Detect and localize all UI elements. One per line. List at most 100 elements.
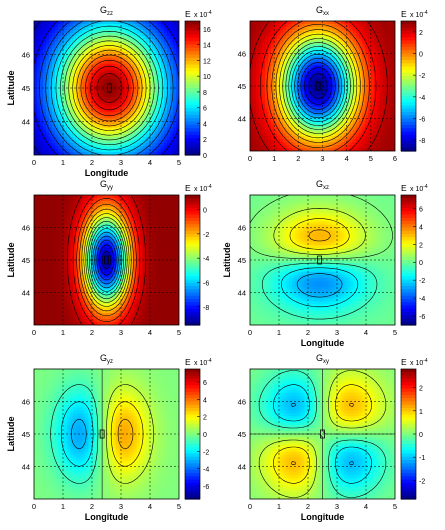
heatmap-cell	[274, 62, 278, 66]
heatmap-cell	[337, 47, 342, 52]
heatmap-cell	[118, 66, 123, 71]
heatmap-cell	[319, 86, 324, 90]
heatmap-cell	[172, 54, 177, 59]
heatmap-cell	[262, 115, 266, 120]
heatmap-cell	[298, 118, 302, 123]
heatmap-cell	[391, 115, 395, 120]
heatmap-cell	[55, 142, 59, 147]
heatmap-cell	[250, 77, 254, 81]
heatmap-cell	[370, 139, 375, 143]
heatmap-cell	[379, 103, 384, 108]
heatmap-cell	[127, 106, 132, 110]
heatmap-cell	[142, 195, 147, 199]
heatmap-cell	[34, 75, 38, 80]
heatmap-cell	[259, 139, 263, 143]
heatmap-cell	[97, 118, 102, 123]
heatmap-cell	[55, 195, 59, 199]
heatmap-cell	[49, 215, 53, 220]
heatmap-cell	[97, 30, 102, 34]
heatmap-cell	[70, 81, 74, 86]
heatmap-cell	[364, 53, 369, 58]
heatmap-cell	[88, 227, 92, 232]
heatmap-cell	[88, 36, 92, 40]
heatmap-cell	[355, 94, 360, 99]
heatmap-cell	[328, 83, 333, 87]
heatmap-cell	[142, 218, 147, 223]
heatmap-cell	[337, 29, 342, 34]
heatmap-cell	[100, 33, 105, 37]
heatmap-cell	[121, 195, 126, 199]
heatmap-cell	[292, 142, 296, 146]
heatmap-cell	[160, 24, 165, 28]
heatmap-cell	[112, 124, 117, 129]
x-tick-label: 1	[272, 154, 276, 163]
plot-frame	[249, 20, 396, 152]
heatmap-cell	[313, 136, 318, 140]
heatmap-cell	[37, 94, 41, 98]
heatmap-cell	[175, 91, 179, 95]
heatmap-cell	[382, 56, 387, 60]
heatmap-cell	[34, 84, 38, 89]
heatmap-cell	[55, 60, 59, 65]
heatmap-cell	[391, 94, 395, 99]
heatmap-cell	[388, 133, 393, 137]
heatmap-cell	[64, 209, 68, 214]
heatmap-cell	[88, 72, 92, 77]
heatmap-cell	[118, 48, 123, 53]
heatmap-cell	[385, 109, 390, 114]
heatmap-cell	[103, 106, 108, 110]
heatmap-cell	[292, 118, 296, 123]
heatmap-cell	[133, 60, 138, 65]
heatmap-cell	[91, 151, 96, 155]
heatmap-cell	[136, 57, 141, 62]
heatmap-cell	[166, 148, 171, 153]
heatmap-cell	[256, 94, 260, 99]
x-tick-label: 2	[90, 158, 94, 167]
heatmap-cell	[343, 68, 348, 72]
heatmap-cell	[277, 80, 281, 84]
heatmap-cell	[250, 118, 254, 123]
heatmap-cell	[172, 200, 177, 205]
heatmap-cell	[280, 74, 284, 78]
heatmap-cell	[304, 21, 308, 25]
heatmap-cell	[367, 41, 372, 46]
heatmap-cell	[157, 57, 162, 62]
heatmap-cell	[295, 44, 299, 49]
heatmap-cell	[274, 50, 278, 55]
heatmap-cell	[274, 136, 278, 140]
heatmap-cell	[280, 86, 284, 90]
heatmap-cell	[157, 88, 162, 92]
heatmap-cell	[340, 47, 345, 52]
heatmap-cell	[283, 38, 287, 43]
heatmap-cell	[256, 100, 260, 105]
heatmap-cell	[94, 139, 99, 144]
heatmap-cell	[364, 68, 369, 72]
heatmap-cell	[85, 84, 89, 89]
heatmap-cell	[85, 221, 89, 226]
heatmap-cell	[280, 142, 284, 146]
heatmap-cell	[349, 59, 354, 63]
heatmap-cell	[157, 100, 162, 104]
heatmap-cell	[298, 74, 302, 78]
heatmap-cell	[355, 121, 360, 125]
heatmap-cell	[334, 26, 339, 31]
heatmap-cell	[34, 221, 38, 226]
heatmap-cell	[328, 62, 333, 66]
heatmap-cell	[325, 121, 330, 125]
heatmap-cell	[37, 106, 41, 110]
heatmap-cell	[310, 77, 315, 81]
heatmap-cell	[304, 44, 308, 49]
heatmap-cell	[82, 221, 86, 226]
heatmap-cell	[154, 215, 159, 220]
heatmap-cell	[46, 54, 50, 59]
heatmap-cell	[115, 130, 120, 135]
heatmap-cell	[130, 209, 135, 214]
heatmap-cell	[355, 136, 360, 140]
heatmap-cell	[136, 78, 141, 83]
heatmap-cell	[124, 130, 129, 135]
heatmap-cell	[58, 91, 62, 95]
heatmap-cell	[385, 35, 390, 40]
heatmap-cell	[148, 197, 153, 202]
heatmap-cell	[274, 115, 278, 120]
heatmap-cell	[151, 69, 156, 74]
